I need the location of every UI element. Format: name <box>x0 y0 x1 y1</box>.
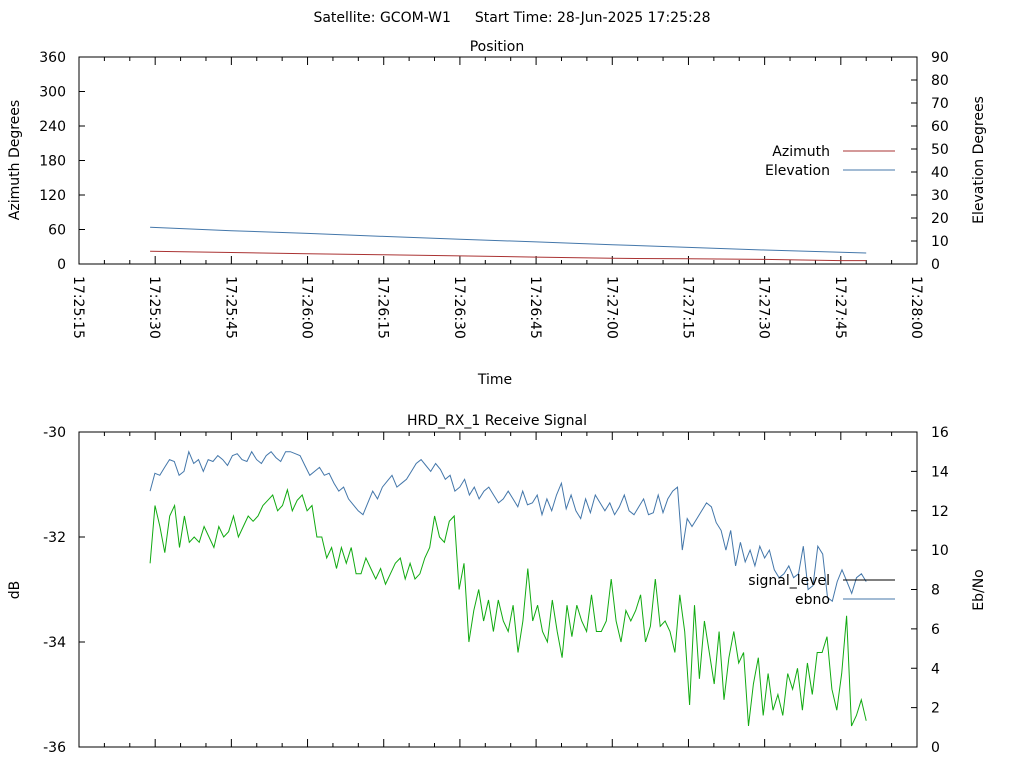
signal-series <box>149 450 867 727</box>
y2-tick-label: 60 <box>931 119 949 135</box>
y2-tick-label: 30 <box>931 188 949 204</box>
signal-title: HRD_RX_1 Receive Signal <box>407 413 587 429</box>
y-tick-label: 180 <box>39 154 66 170</box>
x-tick-label: 17:26:15 <box>375 276 391 339</box>
azimuth-line <box>150 250 867 262</box>
y-tick-label: 60 <box>48 223 66 239</box>
x-tick-label: 17:26:30 <box>451 276 467 339</box>
chart-header: Satellite: GCOM-W1 Start Time: 28-Jun-202… <box>313 10 710 26</box>
x-tick-label: 17:28:00 <box>908 276 924 339</box>
position-title: Position <box>470 39 525 55</box>
position-y2-ticks: 0 10 20 30 40 50 60 70 80 90 <box>911 50 949 273</box>
signal-y2-axis-label: Eb/No <box>971 569 987 611</box>
y2-tick-label: 10 <box>931 543 949 559</box>
y2-tick-label: 50 <box>931 142 949 158</box>
x-tick-label: 17:26:00 <box>299 276 315 339</box>
x-tick-label: 17:27:00 <box>603 276 619 339</box>
y2-tick-label: 90 <box>931 50 949 66</box>
position-series <box>150 226 867 262</box>
ebno-line <box>149 450 867 603</box>
position-y-axis-label: Azimuth Degrees <box>7 100 23 220</box>
position-y2-axis-label: Elevation Degrees <box>971 96 987 224</box>
y-tick-label: -34 <box>43 635 66 651</box>
start-time-label: Start Time: 28-Jun-2025 17:25:28 <box>475 10 711 26</box>
signal-legend: signal_level ebno <box>748 573 895 608</box>
x-tick-label: 17:26:45 <box>527 276 543 339</box>
signal-y2-ticks: 0 2 4 6 8 10 12 14 16 <box>911 425 949 756</box>
y2-tick-label: 12 <box>931 504 949 520</box>
signal-y-axis-label: dB <box>7 581 23 600</box>
y2-tick-label: 0 <box>931 740 940 756</box>
y2-tick-label: 2 <box>931 701 940 717</box>
signal-x-ticks <box>78 432 918 747</box>
legend-signal-level-label: signal_level <box>748 573 830 589</box>
y-tick-label: 360 <box>39 50 66 66</box>
legend-ebno-label: ebno <box>795 592 830 608</box>
x-tick-label: 17:25:45 <box>222 276 238 339</box>
y2-tick-label: 10 <box>931 234 949 250</box>
signal-level-line <box>149 487 867 727</box>
y2-tick-label: 4 <box>931 661 940 677</box>
position-legend: Azimuth Elevation <box>765 144 895 179</box>
y2-tick-label: 20 <box>931 211 949 227</box>
elevation-line <box>150 226 867 254</box>
y2-tick-label: 80 <box>931 73 949 89</box>
y-tick-label: -36 <box>43 740 66 756</box>
y2-tick-label: 8 <box>931 583 940 599</box>
y2-tick-label: 0 <box>931 257 940 273</box>
y2-tick-label: 14 <box>931 464 949 480</box>
satellite-label: Satellite: GCOM-W1 <box>313 10 450 26</box>
y-tick-label: -32 <box>43 530 66 546</box>
y2-tick-label: 70 <box>931 96 949 112</box>
x-tick-label: 17:27:15 <box>679 276 695 339</box>
y-tick-label: 120 <box>39 188 66 204</box>
y-tick-label: 300 <box>39 85 66 101</box>
position-plot-area <box>78 56 918 265</box>
y2-tick-label: 6 <box>931 622 940 638</box>
y2-tick-label: 16 <box>931 425 949 441</box>
y2-tick-label: 40 <box>931 165 949 181</box>
position-x-ticks: 17:25:15 17:25:30 17:25:45 17:26:00 17:26:15… <box>70 57 924 339</box>
position-y-ticks: 0 60 120 180 240 300 360 <box>39 50 85 273</box>
y-tick-label: 240 <box>39 119 66 135</box>
position-x-axis-label: Time <box>477 372 512 388</box>
y-tick-label: -30 <box>43 425 66 441</box>
x-tick-label: 17:27:30 <box>756 276 772 339</box>
x-tick-label: 17:27:45 <box>832 276 848 339</box>
legend-elevation-label: Elevation <box>765 163 830 179</box>
x-tick-label: 17:25:30 <box>146 276 162 339</box>
signal-y-ticks: -36 -34 -32 -30 <box>43 425 85 756</box>
y-tick-label: 0 <box>57 257 66 273</box>
legend-azimuth-label: Azimuth <box>772 144 830 160</box>
x-tick-label: 17:25:15 <box>70 276 86 339</box>
signal-plot-area <box>78 431 918 748</box>
